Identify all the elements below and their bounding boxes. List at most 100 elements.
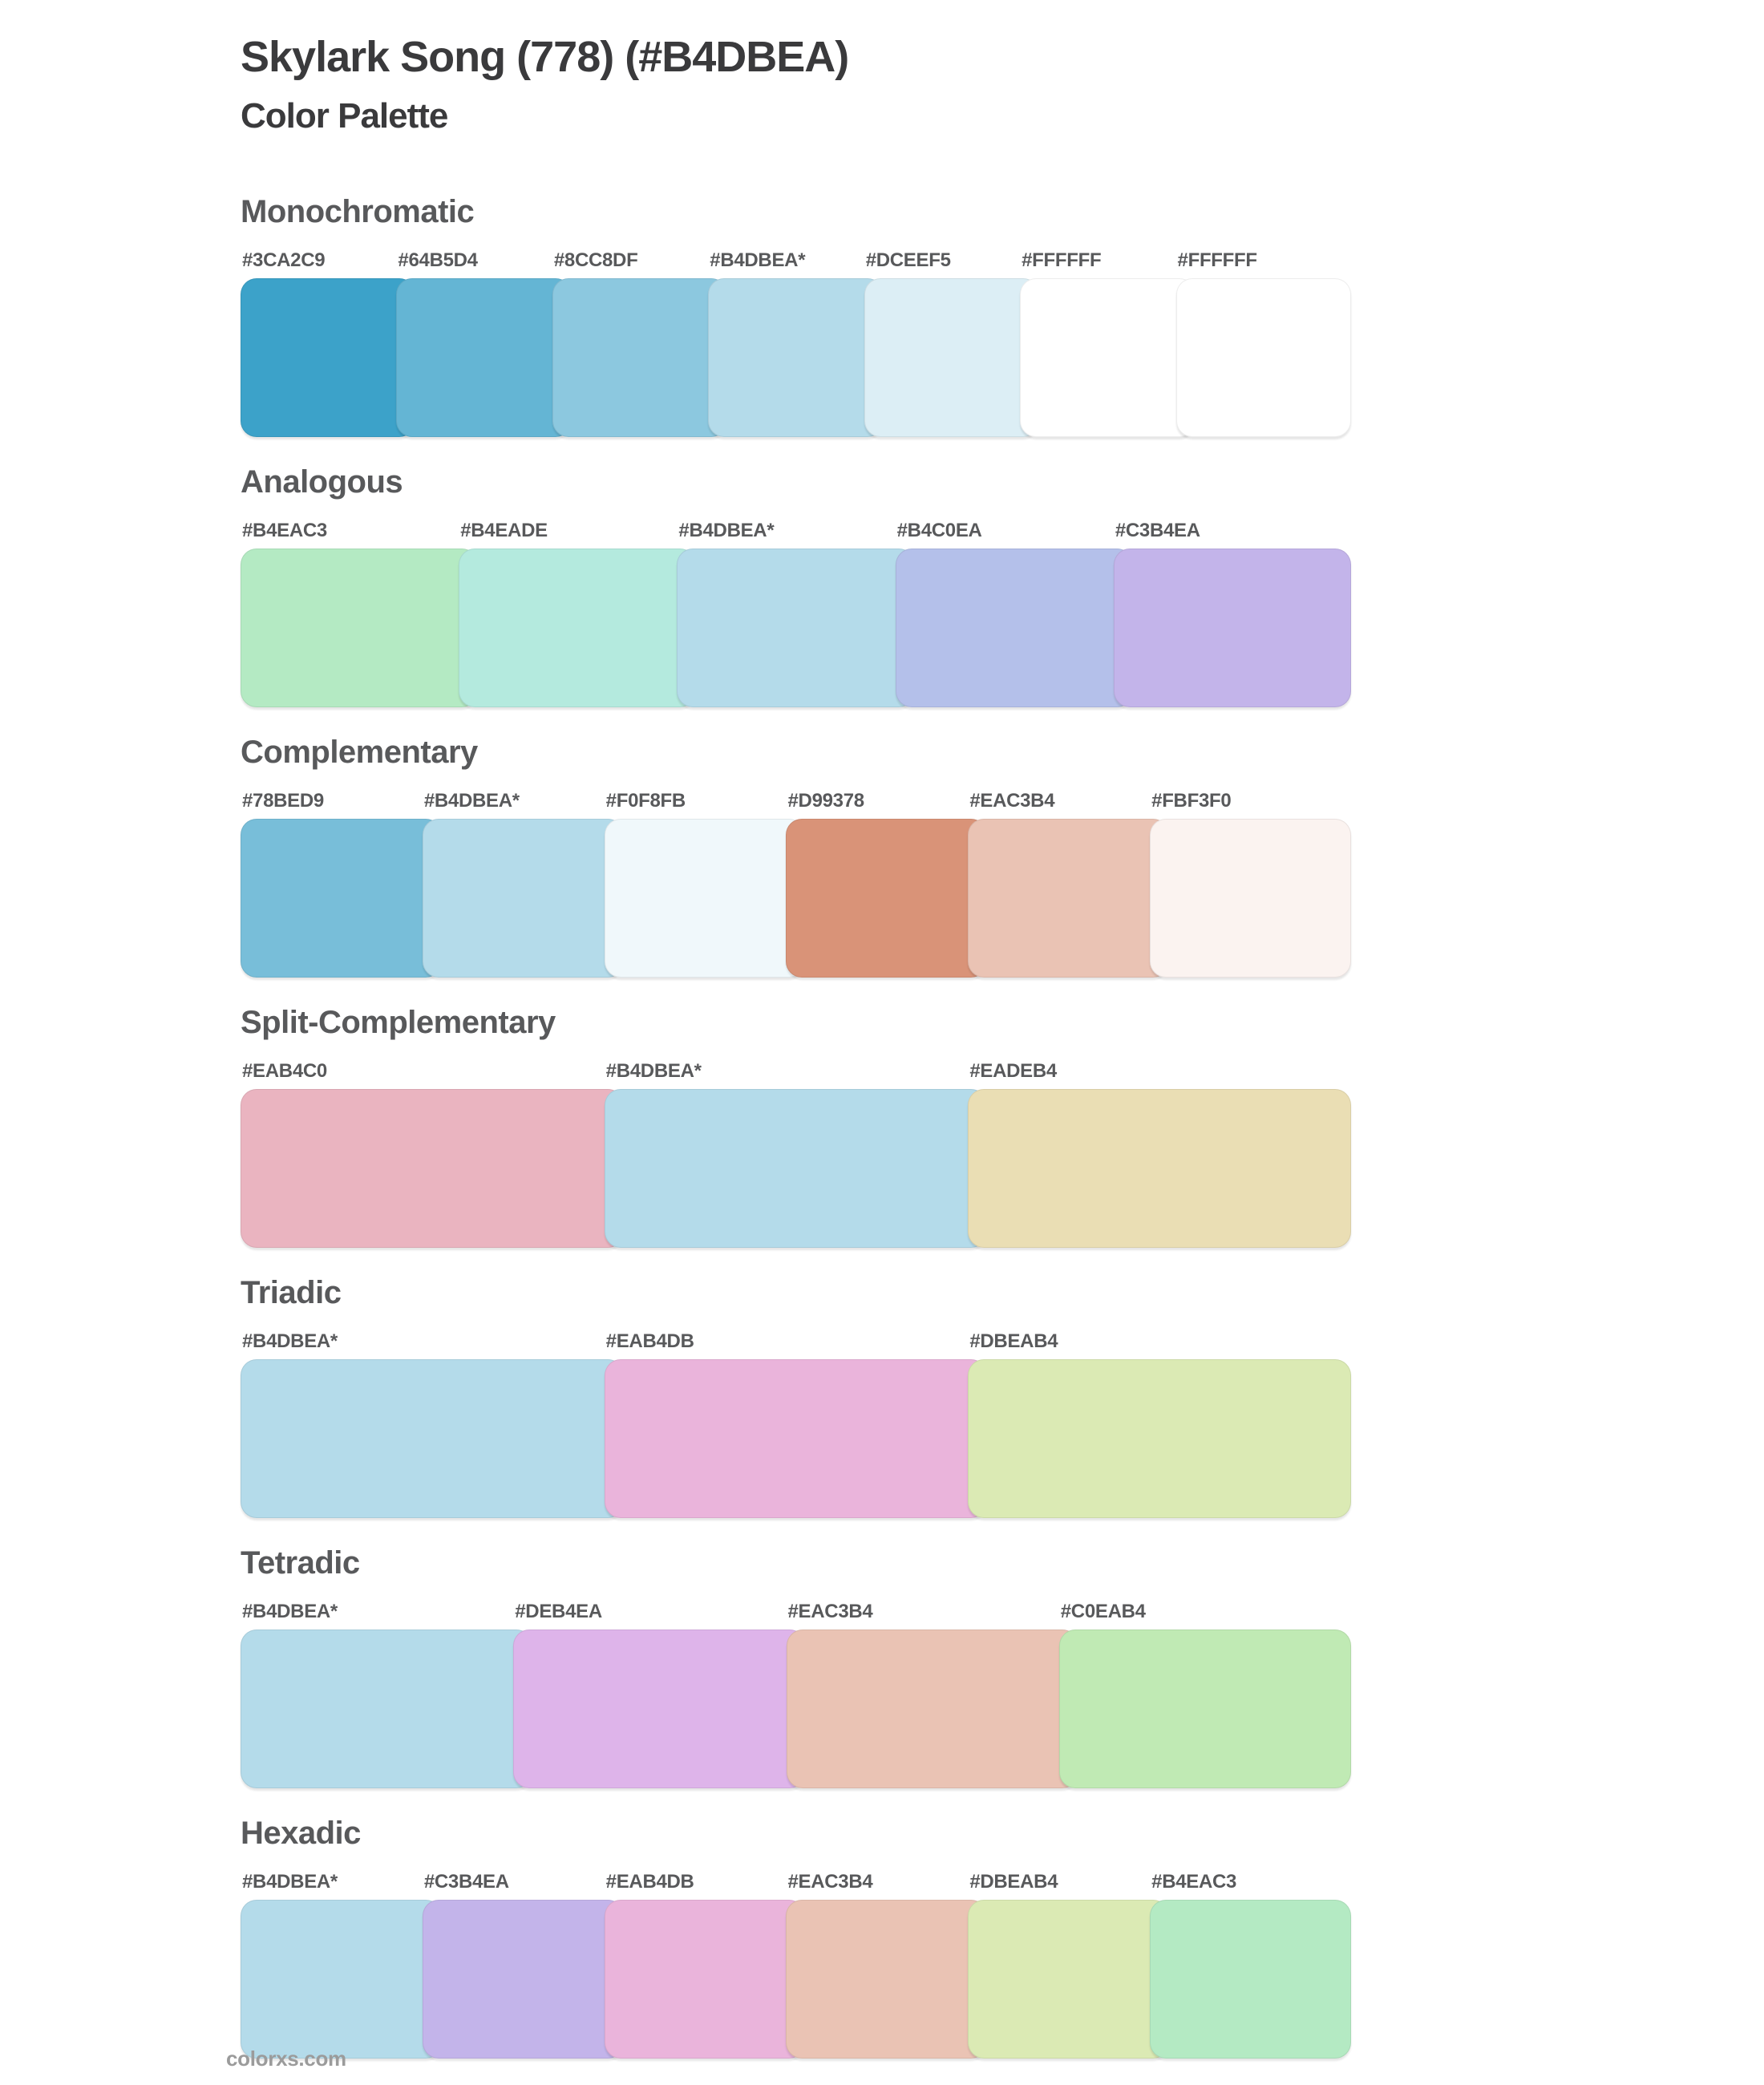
swatch-color-box[interactable] — [604, 1089, 988, 1248]
swatch-color-box[interactable] — [1113, 549, 1352, 707]
swatch-color-box[interactable] — [677, 549, 915, 707]
swatch: #DEB4EA — [513, 1601, 806, 1788]
swatch: #B4DBEA* — [241, 1871, 442, 2059]
swatch-color-box[interactable] — [786, 1900, 988, 2059]
swatch-hex-label: #B4DBEA* — [242, 1330, 338, 1352]
swatch: #B4DBEA* — [604, 1060, 988, 1248]
swatch-color-box[interactable] — [968, 1900, 1170, 2059]
swatch: #FBF3F0 — [1150, 790, 1351, 978]
swatch-row: #B4EAC3 #B4EADE #B4DBEA* #B4C0EA #C3B4EA — [241, 520, 1352, 707]
swatch-color-box[interactable] — [1020, 278, 1196, 437]
swatch: #EADEB4 — [968, 1060, 1352, 1248]
swatch: #EAB4DB — [604, 1330, 988, 1518]
swatch-color-box[interactable] — [396, 278, 572, 437]
swatch-color-box[interactable] — [895, 549, 1133, 707]
swatch-row: #B4DBEA* #C3B4EA #EAB4DB #EAC3B4 #DBEAB4 #B4E… — [241, 1871, 1351, 2059]
swatch-hex-label: #B4DBEA* — [605, 1060, 702, 1082]
swatch: #B4C0EA — [895, 520, 1133, 707]
swatch: #8CC8DF — [552, 249, 728, 437]
swatch-color-box[interactable] — [864, 278, 1040, 437]
swatch-color-box[interactable] — [1150, 819, 1351, 978]
palette-section-analogous: Analogous #B4EAC3 #B4EADE #B4DBEA* #B4C0EA #C… — [241, 464, 1764, 707]
palette-section-monochromatic: Monochromatic #3CA2C9 #64B5D4 #8CC8DF #B4DBE… — [241, 194, 1764, 437]
swatch-row: #3CA2C9 #64B5D4 #8CC8DF #B4DBEA* #DCEEF5 #FFF… — [241, 249, 1351, 437]
swatch: #DCEEF5 — [864, 249, 1040, 437]
swatch-hex-label: #B4DBEA* — [710, 249, 806, 271]
swatch: #DBEAB4 — [968, 1330, 1352, 1518]
swatch: #B4DBEA* — [708, 249, 884, 437]
swatch-color-box[interactable] — [422, 1900, 624, 2059]
swatch: #FFFFFF — [1020, 249, 1196, 437]
swatch-color-box[interactable] — [241, 1359, 624, 1518]
swatch-color-box[interactable] — [708, 278, 884, 437]
swatch: #78BED9 — [241, 790, 442, 978]
swatch: #FFFFFF — [1175, 249, 1351, 437]
swatch-hex-label: #B4C0EA — [896, 520, 982, 541]
swatch-color-box[interactable] — [786, 1630, 1078, 1788]
swatch-hex-label: #C3B4EA — [423, 1871, 509, 1893]
swatch-hex-label: #B4DBEA* — [242, 1871, 338, 1893]
palette-section-hexadic: Hexadic #B4DBEA* #C3B4EA #EAB4DB #EAC3B4 #DBE… — [241, 1816, 1764, 2059]
swatch-hex-label: #B4DBEA* — [423, 790, 520, 812]
swatch-color-box[interactable] — [459, 549, 697, 707]
swatch: #EAC3B4 — [786, 1871, 988, 2059]
swatch-hex-label: #C3B4EA — [1115, 520, 1200, 541]
swatch: #F0F8FB — [604, 790, 806, 978]
palette-section-tetradic: Tetradic #B4DBEA* #DEB4EA #EAC3B4 #C0EAB4 — [241, 1545, 1764, 1788]
swatch-hex-label: #78BED9 — [242, 790, 324, 812]
swatch-color-box[interactable] — [968, 1359, 1352, 1518]
swatch-hex-label: #C0EAB4 — [1060, 1601, 1146, 1622]
swatch-color-box[interactable] — [241, 1630, 533, 1788]
swatch-hex-label: #FFFFFF — [1022, 249, 1102, 271]
swatch-color-box[interactable] — [1150, 1900, 1351, 2059]
swatch: #B4DBEA* — [677, 520, 915, 707]
swatch-hex-label: #EAC3B4 — [969, 790, 1055, 812]
swatch: #64B5D4 — [396, 249, 572, 437]
swatch-color-box[interactable] — [1058, 1630, 1351, 1788]
swatch-hex-label: #EADEB4 — [969, 1060, 1057, 1082]
section-heading: Tetradic — [241, 1545, 360, 1581]
swatch-color-box[interactable] — [1175, 278, 1351, 437]
swatch-row: #B4DBEA* #EAB4DB #DBEAB4 — [241, 1330, 1352, 1518]
swatch: #C3B4EA — [422, 1871, 624, 2059]
swatch-hex-label: #3CA2C9 — [242, 249, 326, 271]
swatch-color-box[interactable] — [968, 1089, 1352, 1248]
swatch-color-box[interactable] — [604, 819, 806, 978]
swatch-color-box[interactable] — [241, 1900, 442, 2059]
swatch-color-box[interactable] — [786, 819, 988, 978]
page-title: Skylark Song (778) (#B4DBEA) — [241, 33, 849, 81]
section-heading: Complementary — [241, 735, 478, 770]
swatch: #D99378 — [786, 790, 988, 978]
palette-section-split-complementary: Split-Complementary #EAB4C0 #B4DBEA* #EADEB… — [241, 1005, 1764, 1248]
swatch-color-box[interactable] — [604, 1900, 806, 2059]
swatch-color-box[interactable] — [968, 819, 1170, 978]
swatch-color-box[interactable] — [552, 278, 728, 437]
swatch-color-box[interactable] — [241, 819, 442, 978]
swatch: #C0EAB4 — [1058, 1601, 1351, 1788]
swatch-color-box[interactable] — [241, 278, 416, 437]
swatch-color-box[interactable] — [241, 549, 479, 707]
swatch-hex-label: #EAB4C0 — [242, 1060, 327, 1082]
swatch-color-box[interactable] — [513, 1630, 806, 1788]
palette-section-triadic: Triadic #B4DBEA* #EAB4DB #DBEAB4 — [241, 1275, 1764, 1518]
swatch: #B4DBEA* — [241, 1601, 533, 1788]
section-heading: Analogous — [241, 464, 403, 500]
sections: Monochromatic #3CA2C9 #64B5D4 #8CC8DF #B4DBE… — [241, 194, 1764, 2059]
swatch-hex-label: #FBF3F0 — [1151, 790, 1232, 812]
swatch-color-box[interactable] — [241, 1089, 624, 1248]
swatch-hex-label: #DBEAB4 — [969, 1330, 1058, 1352]
swatch-hex-label: #D99378 — [787, 790, 864, 812]
swatch-hex-label: #EAB4DB — [605, 1330, 694, 1352]
swatch-row: #78BED9 #B4DBEA* #F0F8FB #D99378 #EAC3B4 #FBF… — [241, 790, 1351, 978]
swatch-color-box[interactable] — [422, 819, 624, 978]
swatch: #B4EADE — [459, 520, 697, 707]
page-subtitle: Color Palette — [241, 96, 448, 136]
swatch-hex-label: #8CC8DF — [553, 249, 638, 271]
swatch-hex-label: #B4EADE — [460, 520, 548, 541]
section-heading: Triadic — [241, 1275, 342, 1310]
swatch: #EAB4C0 — [241, 1060, 624, 1248]
swatch-color-box[interactable] — [604, 1359, 988, 1518]
swatch: #EAB4DB — [604, 1871, 806, 2059]
swatch-hex-label: #DEB4EA — [515, 1601, 602, 1622]
